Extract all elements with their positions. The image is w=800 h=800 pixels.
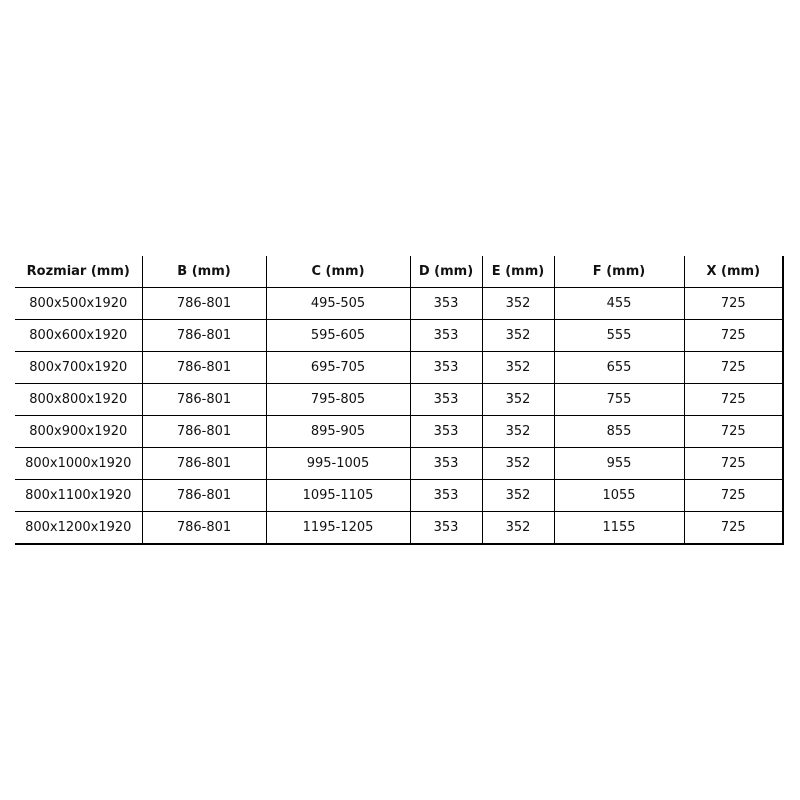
table-cell: 353 <box>409 319 482 352</box>
table-cell: 725 <box>683 511 784 545</box>
table-cell: 725 <box>683 479 784 512</box>
table-row: 800x1200x1920 786-801 1195-1205 353 352 1155 7… <box>15 511 784 545</box>
table-cell: 455 <box>553 287 684 320</box>
table-cell: 800x1000x1920 <box>15 447 142 480</box>
dimensions-table: Rozmiar (mm) B (mm) C (mm) D (mm) E (mm) F (m… <box>15 256 784 545</box>
table-cell: 786-801 <box>141 287 266 320</box>
column-header: X (mm) <box>683 256 784 288</box>
table-cell: 353 <box>409 447 482 480</box>
table-cell: 352 <box>481 319 554 352</box>
table-cell: 352 <box>481 447 554 480</box>
table-row: 800x500x1920 786-801 495-505 353 352 455 725 <box>15 287 784 320</box>
table-cell: 353 <box>409 383 482 416</box>
table-cell: 352 <box>481 511 554 545</box>
table-cell: 800x1100x1920 <box>15 479 142 512</box>
table-cell: 800x800x1920 <box>15 383 142 416</box>
table-row: 800x800x1920 786-801 795-805 353 352 755 725 <box>15 383 784 416</box>
table-cell: 755 <box>553 383 684 416</box>
table-cell: 495-505 <box>265 287 410 320</box>
table-cell: 1095-1105 <box>265 479 410 512</box>
table-cell: 353 <box>409 415 482 448</box>
table-cell: 1195-1205 <box>265 511 410 545</box>
table-cell: 555 <box>553 319 684 352</box>
table-cell: 725 <box>683 447 784 480</box>
table-cell: 795-805 <box>265 383 410 416</box>
column-header: C (mm) <box>265 256 410 288</box>
column-header: F (mm) <box>553 256 684 288</box>
column-header: Rozmiar (mm) <box>15 256 142 288</box>
column-header: B (mm) <box>141 256 266 288</box>
table-cell: 800x600x1920 <box>15 319 142 352</box>
table-cell: 855 <box>553 415 684 448</box>
column-header: E (mm) <box>481 256 554 288</box>
table-cell: 786-801 <box>141 383 266 416</box>
table-cell: 352 <box>481 383 554 416</box>
table-cell: 725 <box>683 351 784 384</box>
table-cell: 725 <box>683 415 784 448</box>
table-cell: 353 <box>409 511 482 545</box>
table-cell: 655 <box>553 351 684 384</box>
table-cell: 595-605 <box>265 319 410 352</box>
table-cell: 352 <box>481 479 554 512</box>
table-cell: 800x1200x1920 <box>15 511 142 545</box>
table-cell: 695-705 <box>265 351 410 384</box>
table-cell: 800x700x1920 <box>15 351 142 384</box>
table-cell: 1155 <box>553 511 684 545</box>
table-cell: 725 <box>683 319 784 352</box>
table-cell: 725 <box>683 287 784 320</box>
table-cell: 800x500x1920 <box>15 287 142 320</box>
table-cell: 352 <box>481 415 554 448</box>
table-cell: 353 <box>409 351 482 384</box>
table-cell: 353 <box>409 287 482 320</box>
table-row: 800x1100x1920 786-801 1095-1105 353 352 1055 7… <box>15 479 784 512</box>
table-cell: 955 <box>553 447 684 480</box>
table-cell: 352 <box>481 287 554 320</box>
table-cell: 786-801 <box>141 415 266 448</box>
table-cell: 352 <box>481 351 554 384</box>
table-row: 800x1000x1920 786-801 995-1005 353 352 955 725 <box>15 447 784 480</box>
table-row: 800x600x1920 786-801 595-605 353 352 555 725 <box>15 319 784 352</box>
table-cell: 786-801 <box>141 511 266 545</box>
table-cell: 800x900x1920 <box>15 415 142 448</box>
table-cell: 786-801 <box>141 479 266 512</box>
table-cell: 786-801 <box>141 351 266 384</box>
table-cell: 895-905 <box>265 415 410 448</box>
table-cell: 995-1005 <box>265 447 410 480</box>
table-row: 800x900x1920 786-801 895-905 353 352 855 725 <box>15 415 784 448</box>
header-row: Rozmiar (mm) B (mm) C (mm) D (mm) E (mm) F (m… <box>15 256 784 288</box>
table-row: 800x700x1920 786-801 695-705 353 352 655 725 <box>15 351 784 384</box>
table-cell: 725 <box>683 383 784 416</box>
table-cell: 786-801 <box>141 447 266 480</box>
table-cell: 786-801 <box>141 319 266 352</box>
column-header: D (mm) <box>409 256 482 288</box>
table-cell: 1055 <box>553 479 684 512</box>
table-cell: 353 <box>409 479 482 512</box>
